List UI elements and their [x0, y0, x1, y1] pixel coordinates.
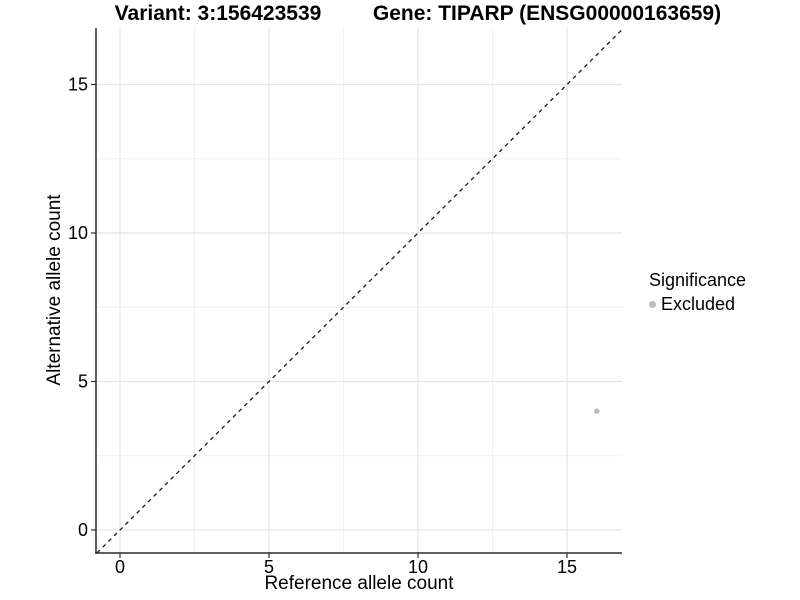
x-axis-title: Reference allele count — [264, 573, 454, 594]
y-tick-label: 5 — [78, 372, 88, 392]
legend-entry-excluded: Excluded — [649, 294, 746, 314]
plot-title-variant: Variant: 3:156423539 — [114, 2, 322, 25]
y-tick-label: 0 — [78, 520, 88, 540]
data-point-excluded — [594, 408, 600, 415]
legend-entry-label: Excluded — [661, 294, 736, 314]
legend-key-dot-icon — [649, 300, 656, 308]
legend-title: Significance — [649, 270, 747, 290]
y-tick-label: 15 — [68, 75, 88, 95]
plot-title-gene: Gene: TIPARP (ENSG00000163659) — [372, 2, 722, 25]
x-tick-label: 15 — [557, 557, 577, 577]
legend: Significance Excluded — [649, 270, 746, 314]
x-tick-label: 10 — [408, 557, 428, 577]
x-tick-label: 0 — [115, 557, 125, 577]
y-tick-label: 10 — [68, 223, 88, 243]
identity-reference-line — [96, 29, 623, 554]
x-tick-label: 5 — [264, 557, 274, 577]
